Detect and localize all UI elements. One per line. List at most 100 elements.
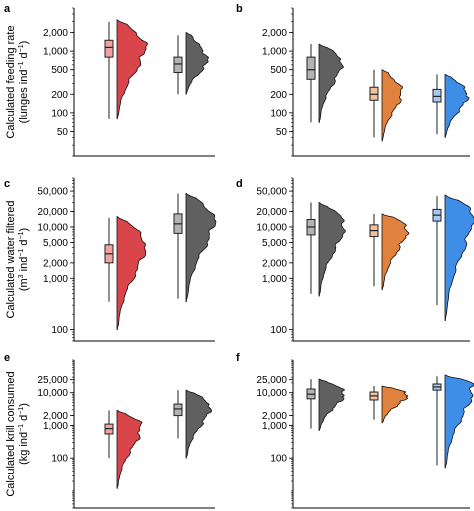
density-half-violin: [381, 69, 403, 142]
panel-a: a 50 100 200 500 1,000 2,000 Calculated feeding…: [4, 3, 215, 157]
group-gray: [306, 202, 346, 297]
density-half-violin: [381, 213, 410, 291]
tick-label: 2,000: [43, 411, 68, 422]
panel-c: c 100 1,000 2,000 5,000 10,000 20,000 50,000 Cal…: [4, 177, 217, 342]
unit-text: ): [18, 403, 30, 407]
unit-text: d: [18, 52, 30, 61]
iqr-box: [306, 56, 316, 80]
tick-label: 1,000: [262, 47, 287, 58]
panel-label: c: [4, 178, 10, 190]
group-gray: [173, 389, 212, 459]
group-red: [104, 409, 143, 489]
density-half-violin: [444, 73, 470, 138]
tick-label: 5,000: [262, 238, 287, 249]
iqr-box: [104, 39, 114, 58]
y-axis-title: Calculated krill consumed: [5, 371, 17, 496]
tick-label: 2,000: [43, 28, 68, 39]
tick-label: 50: [57, 127, 69, 138]
tick-label: 100: [51, 108, 68, 119]
group-red: [104, 216, 147, 331]
unit-text: (kg ind: [18, 432, 30, 465]
group-red: [104, 19, 149, 120]
panel-b: b 50 100 200 500 1,000 2,000: [236, 3, 470, 157]
tick-label: 25,000: [256, 375, 287, 386]
density-half-violin: [116, 19, 149, 120]
tick-label: 50,000: [37, 187, 68, 198]
tick-label: 10,000: [256, 388, 287, 399]
y-axis-title: Calculated water filtered: [5, 200, 17, 318]
tick-label: 2,000: [43, 258, 68, 269]
tick-label: 50,000: [256, 187, 287, 198]
tick-label: 50: [276, 127, 288, 138]
y-axis-unit: (lunges ind−1 d−1): [18, 41, 30, 124]
iqr-box: [173, 56, 183, 74]
tick-label: 100: [270, 108, 287, 119]
y-axis-title: Calculated feeding rate: [5, 25, 17, 138]
unit-superscript: −1: [18, 44, 25, 52]
tick-label: 1,000: [43, 274, 68, 285]
unit-text: d: [18, 415, 30, 424]
panel-d: d 100 1,000 2,000 5,000 10,000 20,000 50,000: [236, 177, 474, 342]
density-half-violin: [318, 43, 344, 123]
y-axis-unit: (kg ind−1 d−1): [18, 403, 30, 465]
group-orange: [369, 69, 403, 142]
tick-label: 100: [270, 325, 287, 336]
density-half-violin: [185, 32, 209, 95]
unit-text: (m: [18, 278, 30, 291]
unit-superscript: −1: [18, 61, 25, 69]
unit-text: ): [18, 41, 30, 45]
iqr-box: [432, 88, 442, 103]
panel-label: e: [4, 352, 10, 364]
density-half-violin: [185, 389, 212, 459]
density-half-violin: [381, 385, 409, 424]
group-orange: [369, 213, 410, 291]
panel-label: f: [236, 352, 240, 364]
unit-text: ): [18, 228, 30, 232]
tick-label: 20,000: [37, 207, 68, 218]
group-blue: [432, 374, 474, 469]
panel-label: b: [236, 3, 243, 15]
group-blue: [432, 73, 470, 138]
tick-label: 2,000: [262, 258, 287, 269]
tick-label: 10,000: [37, 388, 68, 399]
tick-label: 1,000: [262, 421, 287, 432]
density-half-violin: [444, 374, 474, 469]
tick-label: 2,000: [262, 411, 287, 422]
group-blue: [432, 194, 474, 321]
tick-label: 200: [51, 90, 68, 101]
tick-label: 2,000: [262, 28, 287, 39]
density-half-violin: [318, 202, 346, 297]
group-gray: [306, 43, 344, 123]
tick-label: 20,000: [256, 207, 287, 218]
tick-label: 500: [51, 65, 68, 76]
tick-label: 1,000: [43, 47, 68, 58]
tick-label: 500: [270, 65, 287, 76]
group-gray: [173, 193, 217, 303]
panel-label: a: [4, 3, 11, 15]
density-half-violin: [116, 216, 147, 331]
unit-text: ind: [18, 257, 30, 275]
density-half-violin: [318, 378, 345, 431]
tick-label: 200: [270, 90, 287, 101]
tick-label: 100: [51, 325, 68, 336]
tick-label: 10,000: [37, 222, 68, 233]
tick-label: 100: [270, 454, 287, 465]
group-gray: [306, 378, 345, 431]
density-half-violin: [185, 193, 217, 303]
density-half-violin: [116, 409, 143, 489]
unit-superscript: −1: [18, 424, 25, 432]
group-gray: [173, 32, 209, 95]
tick-label: 1,000: [262, 274, 287, 285]
unit-superscript: −1: [18, 249, 25, 257]
tick-label: 25,000: [37, 375, 68, 386]
unit-superscript: 3: [18, 274, 25, 278]
tick-label: 5,000: [43, 238, 68, 249]
unit-text: (lunges ind: [18, 70, 30, 124]
iqr-box: [173, 403, 183, 417]
tick-label: 100: [51, 454, 68, 465]
y-axis-unit: (m3 ind−1 d−1): [18, 228, 30, 291]
unit-superscript: −1: [18, 231, 25, 239]
